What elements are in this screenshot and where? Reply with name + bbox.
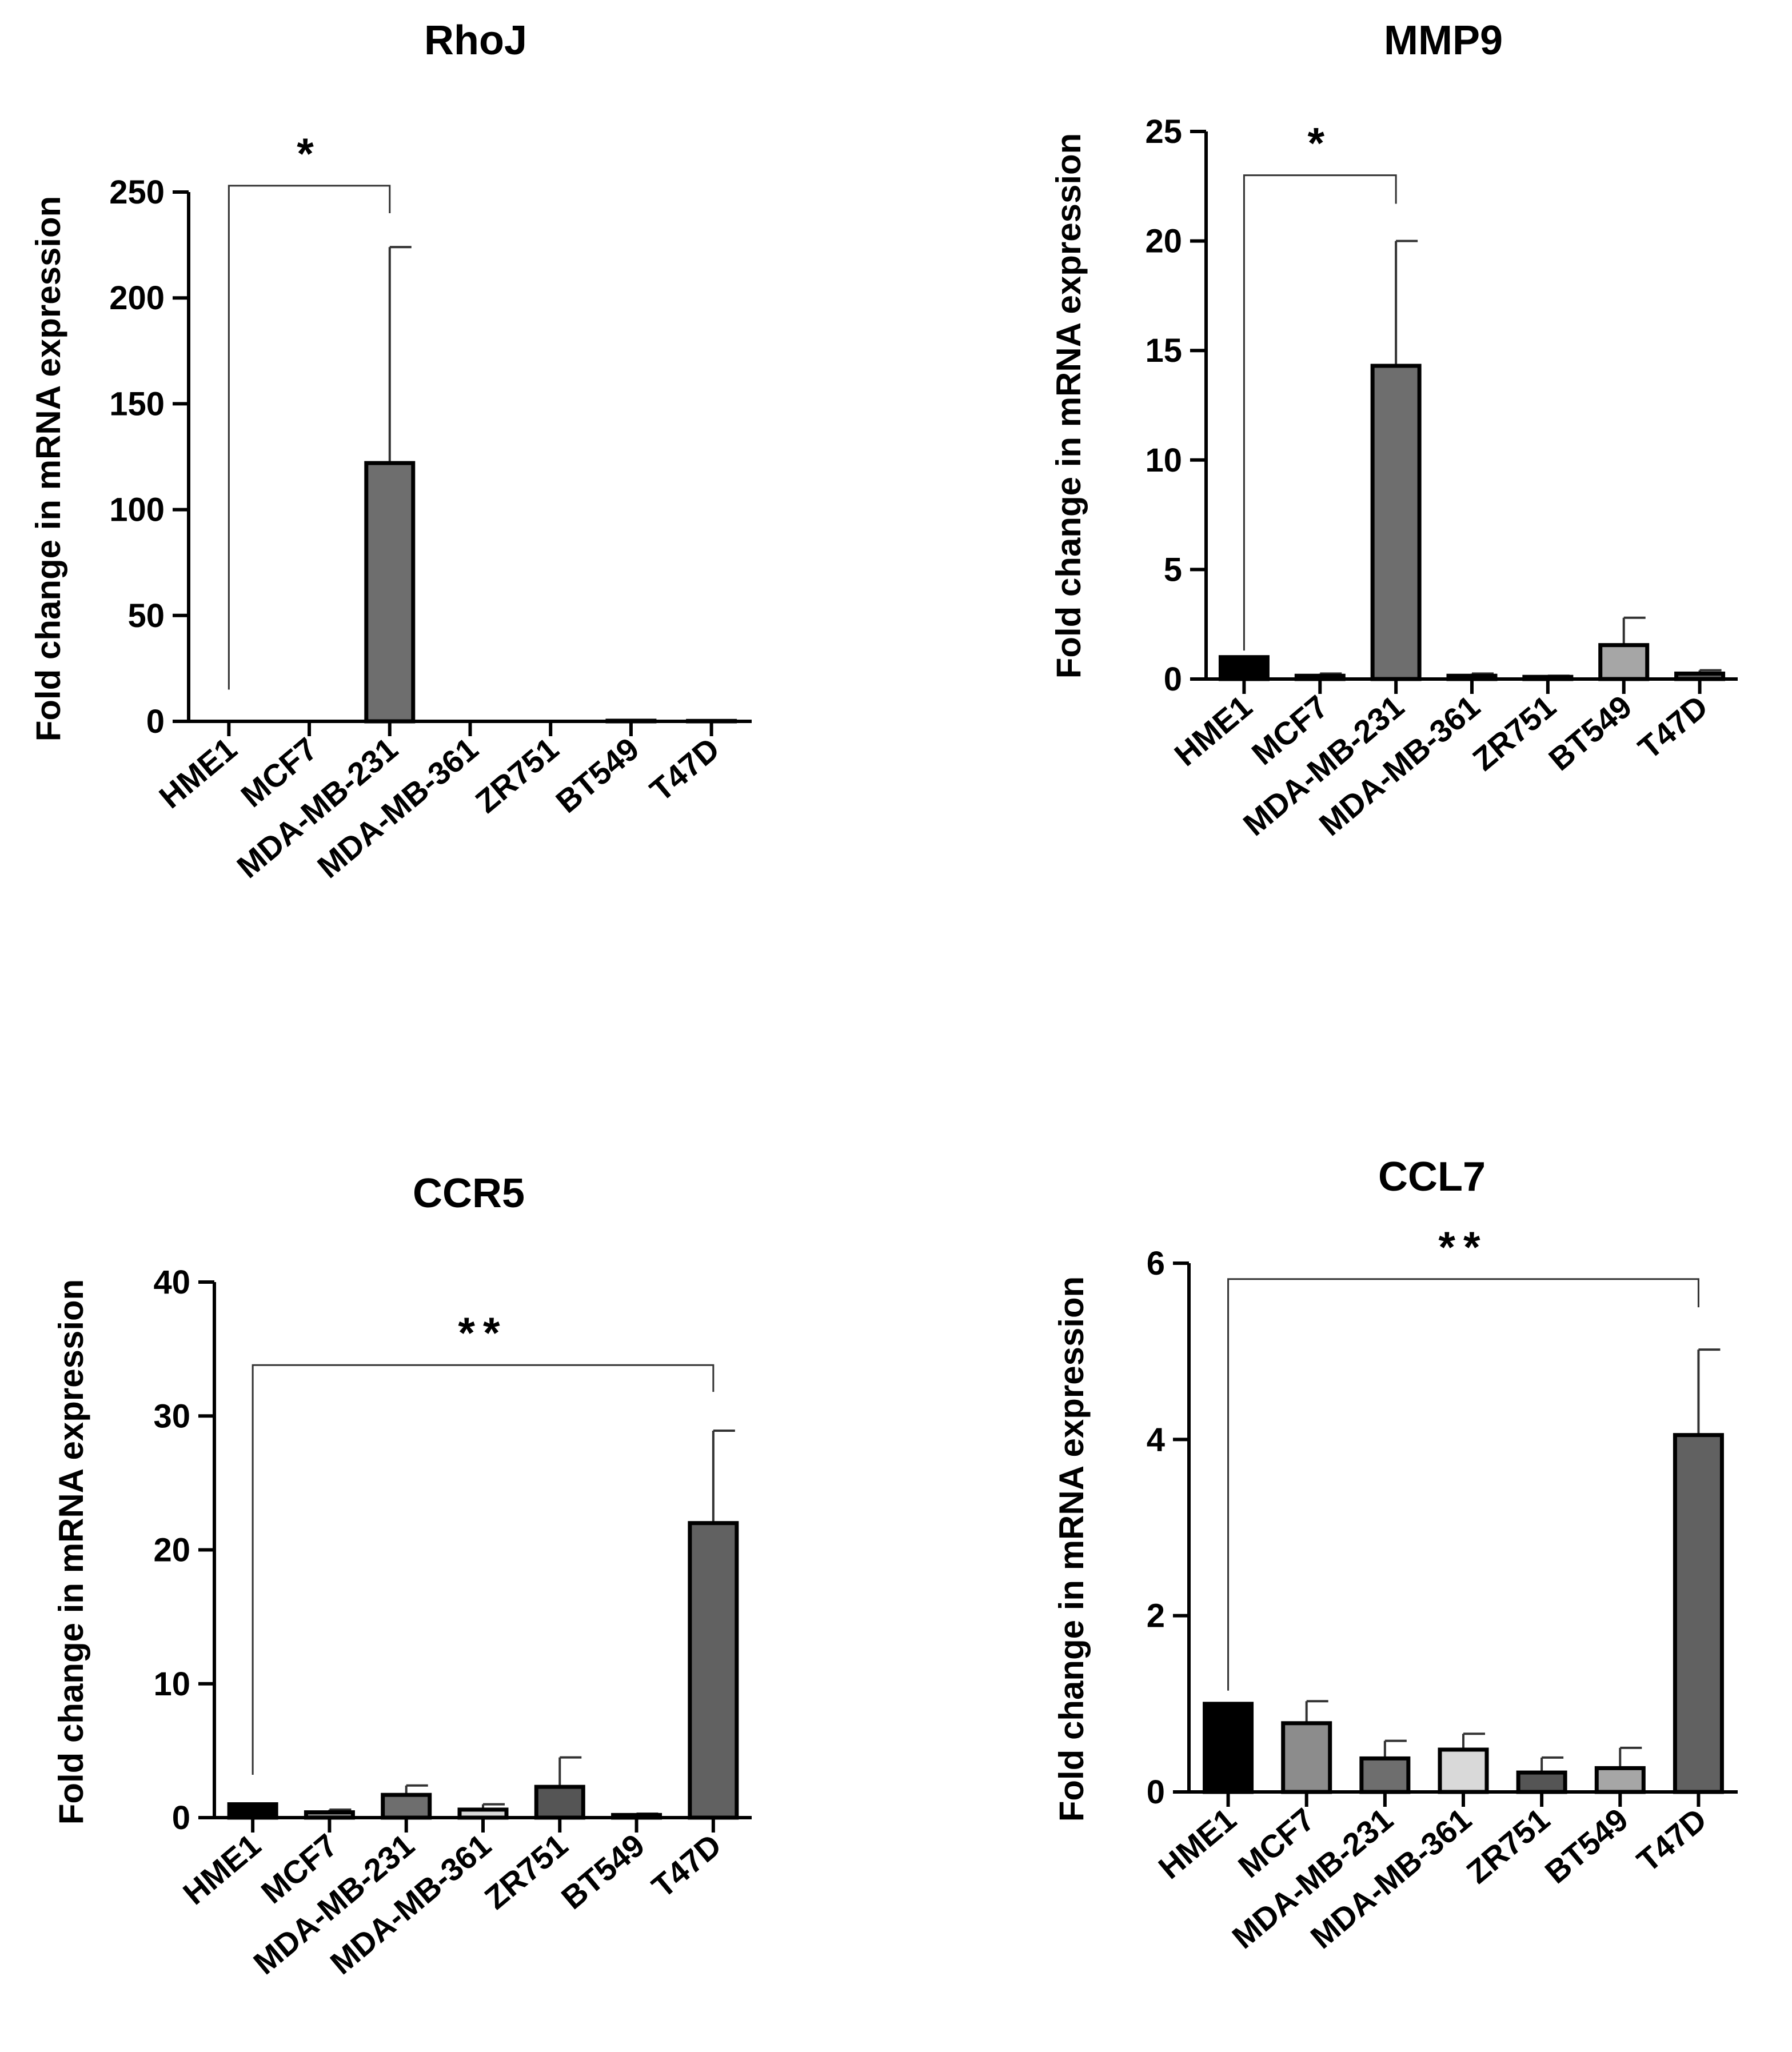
y-tick-label: 100	[109, 492, 165, 529]
chart-panel-ccl7: CCL7 Fold change in mRNA expression 0 2 4 6…	[1052, 1154, 1738, 1955]
bar	[1594, 1766, 1646, 1794]
bar	[381, 1792, 432, 1820]
y-tick-label: 10	[1145, 442, 1182, 479]
y-tick-label: 20	[1145, 223, 1182, 260]
chart-title: RhoJ	[424, 18, 527, 63]
bar	[1281, 1721, 1332, 1794]
y-tick-label: 0	[146, 703, 165, 740]
bar	[364, 461, 416, 724]
significance-bracket	[252, 1364, 715, 1775]
significance-bracket	[1243, 174, 1397, 651]
y-tick-label: 50	[127, 597, 165, 634]
bar	[457, 1807, 509, 1820]
x-tick-label: HME1	[1167, 688, 1259, 773]
significance-label: *	[1307, 119, 1332, 168]
bar	[304, 1810, 355, 1820]
x-tick-label: HME1	[1152, 1801, 1243, 1886]
significance-label: **	[458, 1309, 508, 1358]
x-tick-label: HME1	[176, 1827, 268, 1911]
x-tick-label: ZR751	[1466, 688, 1562, 777]
x-tick-label: BT549	[549, 730, 645, 820]
bar	[1516, 1770, 1567, 1794]
y-tick-label: 2	[1147, 1598, 1165, 1635]
x-tick-label: T47D	[645, 1827, 728, 1905]
y-axis-label: Fold change in mRNA expression	[1052, 1276, 1091, 1822]
x-tick-label: BT549	[1538, 1801, 1635, 1890]
plot-area: 050100150200250HME1MCF7MDA-MB-231MDA-MB-…	[109, 130, 752, 885]
y-tick-label: 200	[109, 280, 165, 317]
y-tick-label: 250	[109, 174, 165, 211]
bar	[1370, 364, 1422, 681]
x-tick-label: ZR751	[1460, 1801, 1556, 1890]
chart-panel-mmp9: MMP9 Fold change in mRNA expression 0 5 10…	[1049, 18, 1738, 843]
y-tick-label: 30	[153, 1398, 190, 1435]
y-tick-label: 10	[153, 1666, 190, 1703]
significance-bracket	[1227, 1278, 1699, 1691]
chart-panel-ccr5: CCR5 Fold change in mRNA expression 0 10 2…	[52, 1171, 752, 1981]
y-tick-label: 150	[109, 385, 165, 422]
chart-title: MMP9	[1384, 18, 1503, 63]
y-tick-label: 40	[153, 1264, 190, 1301]
bar	[227, 1802, 278, 1820]
plot-area: 0246HME1MCF7MDA-MB-231MDA-MB-361ZR751BT5…	[1147, 1223, 1738, 1955]
y-tick-label: 0	[1164, 661, 1182, 698]
bar	[1218, 655, 1270, 681]
x-tick-label: T47D	[643, 730, 726, 808]
y-tick-label: 6	[1147, 1245, 1165, 1282]
bar	[534, 1784, 585, 1820]
y-tick-label: 0	[1147, 1774, 1165, 1811]
bar	[1598, 643, 1650, 681]
bar	[1294, 673, 1346, 681]
bar	[1203, 1702, 1254, 1794]
x-tick-label: T47D	[1630, 1801, 1713, 1879]
x-tick-label: BT549	[1542, 688, 1638, 777]
y-tick-label: 4	[1147, 1421, 1165, 1458]
bar	[1359, 1756, 1411, 1794]
bar	[1438, 1747, 1489, 1794]
bar	[1446, 673, 1498, 681]
x-tick-label: BT549	[554, 1827, 651, 1916]
plot-area: 0510152025HME1MCF7MDA-MB-231MDA-MB-361ZR…	[1145, 113, 1738, 843]
y-axis-label: Fold change in mRNA expression	[1049, 133, 1088, 679]
y-tick-label: 0	[172, 1799, 190, 1837]
bar	[611, 1813, 662, 1820]
chart-panel-rhoj: RhoJ Fold change in mRNA expression 0 50 1…	[29, 18, 752, 885]
x-tick-label: T47D	[1631, 688, 1714, 766]
x-tick-label: ZR751	[478, 1827, 574, 1916]
x-tick-label: HME1	[152, 730, 244, 815]
bar	[1674, 671, 1726, 681]
bar	[688, 1521, 739, 1820]
significance-label: *	[297, 130, 322, 178]
y-tick-label: 25	[1145, 113, 1182, 150]
x-tick-label: ZR751	[469, 730, 565, 820]
bar	[1673, 1433, 1724, 1794]
y-tick-label: 15	[1145, 332, 1182, 369]
significance-label: **	[1438, 1223, 1488, 1272]
plot-area: 010203040HME1MCF7MDA-MB-231MDA-MB-361ZR7…	[153, 1264, 752, 1981]
y-tick-label: 5	[1164, 551, 1182, 588]
y-axis-label: Fold change in mRNA expression	[52, 1279, 90, 1825]
y-axis-label: Fold change in mRNA expression	[29, 196, 67, 742]
significance-bracket	[228, 185, 391, 690]
chart-title: CCR5	[413, 1171, 525, 1216]
chart-title: CCL7	[1378, 1154, 1486, 1200]
bar	[1522, 674, 1574, 681]
y-tick-label: 20	[153, 1532, 190, 1569]
